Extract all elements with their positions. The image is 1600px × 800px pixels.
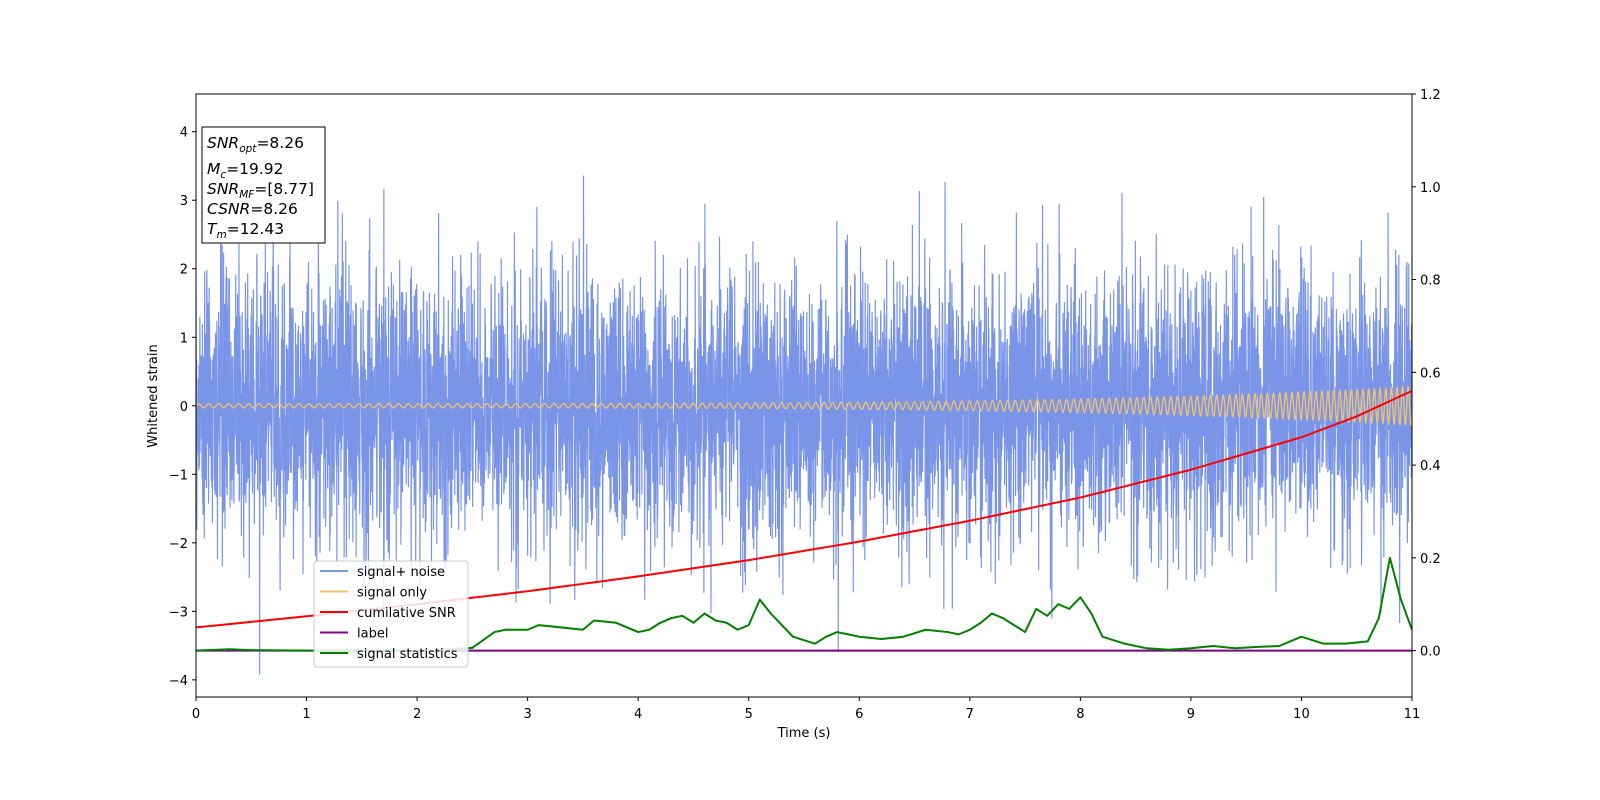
y-tick-label: −3 xyxy=(169,605,188,620)
legend-label-signal-only: signal only xyxy=(357,586,427,601)
x-tick-label: 6 xyxy=(855,707,863,722)
y-axis-left: 4 3 2 1 0 −1 −2 −3 −4 xyxy=(169,126,196,689)
annotation-snr-opt: SNRopt=8.26 xyxy=(207,134,304,155)
y2-tick-label: 0.2 xyxy=(1420,552,1441,567)
legend-label-signal-statistics: signal statistics xyxy=(357,647,458,662)
y-axis-label: Whitened strain xyxy=(146,344,161,447)
legend-label-cumulative-snr: cumilative SNR xyxy=(357,606,456,621)
x-tick-label: 11 xyxy=(1404,707,1421,722)
y-tick-label: 0 xyxy=(180,400,188,415)
x-tick-label: 0 xyxy=(192,707,200,722)
annotation-box: SNRopt=8.26 Mc=19.92 SNRMF=[8.77] CSNR=8… xyxy=(201,126,326,244)
y2-tick-label: 0.8 xyxy=(1420,274,1441,289)
x-tick-label: 5 xyxy=(745,707,753,722)
annotation-frame xyxy=(201,126,326,244)
y2-tick-label: 1.2 xyxy=(1420,88,1441,103)
legend-frame xyxy=(313,560,469,668)
y-tick-label: −2 xyxy=(169,537,188,552)
x-axis-label: Time (s) xyxy=(777,726,831,741)
series-signal-only-line xyxy=(196,384,1412,427)
legend-label-label: label xyxy=(357,627,388,642)
x-tick-label: 8 xyxy=(1076,707,1084,722)
series-signal-noise-line xyxy=(196,162,1412,675)
y-tick-label: 3 xyxy=(180,194,188,209)
y-tick-label: −4 xyxy=(169,674,188,689)
annotation-csnr: CSNR=8.26 xyxy=(207,200,298,218)
x-tick-label: 3 xyxy=(523,707,531,722)
y-tick-label: 4 xyxy=(180,126,188,141)
y-axis-right: 1.2 1.0 0.8 0.6 0.4 0.2 0.0 xyxy=(1412,88,1441,660)
y-tick-label: 2 xyxy=(180,263,188,278)
x-tick-label: 4 xyxy=(634,707,642,722)
y2-tick-label: 0.4 xyxy=(1420,459,1441,474)
y-tick-label: −1 xyxy=(169,468,188,483)
annotation-snr-mf: SNRMF=[8.77] xyxy=(207,180,314,201)
x-tick-label: 10 xyxy=(1293,707,1310,722)
x-tick-label: 1 xyxy=(302,707,310,722)
series-signal-statistics-line xyxy=(196,556,1412,652)
y2-tick-label: 1.0 xyxy=(1420,181,1441,196)
plot-frame xyxy=(195,93,1413,698)
x-tick-label: 9 xyxy=(1187,707,1195,722)
y2-tick-label: 0.0 xyxy=(1420,645,1441,660)
legend-label-signal-noise: signal+ noise xyxy=(357,565,445,580)
x-tick-label: 7 xyxy=(966,707,974,722)
y2-tick-label: 0.6 xyxy=(1420,366,1441,381)
annotation-mc: Mc=19.92 xyxy=(207,160,284,181)
y-tick-label: 1 xyxy=(180,331,188,346)
legend: signal+ noise signal only cumilative SNR… xyxy=(313,560,469,668)
x-tick-label: 2 xyxy=(413,707,421,722)
annotation-tm: Tm=12.43 xyxy=(207,220,284,241)
x-axis: 0 1 2 3 4 5 6 7 8 9 10 11 xyxy=(192,697,1420,722)
